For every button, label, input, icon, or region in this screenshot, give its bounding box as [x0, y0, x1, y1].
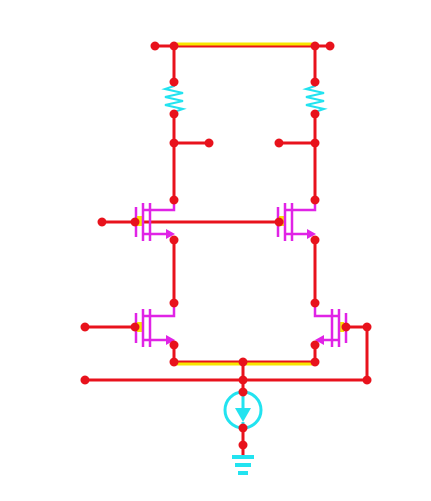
left-branch-wires: [172, 44, 211, 364]
nmos-icon: [313, 303, 348, 347]
top-rail: [153, 42, 332, 48]
ground-icon: [232, 443, 254, 475]
nmos-icon: [276, 200, 317, 241]
nmos-icon: [134, 303, 176, 347]
tail-wires: [83, 325, 369, 447]
connection-nodes: [80, 41, 372, 450]
resistor-icon: [161, 82, 187, 114]
resistor-icon: [302, 82, 328, 114]
current-source-icon: [223, 390, 263, 430]
